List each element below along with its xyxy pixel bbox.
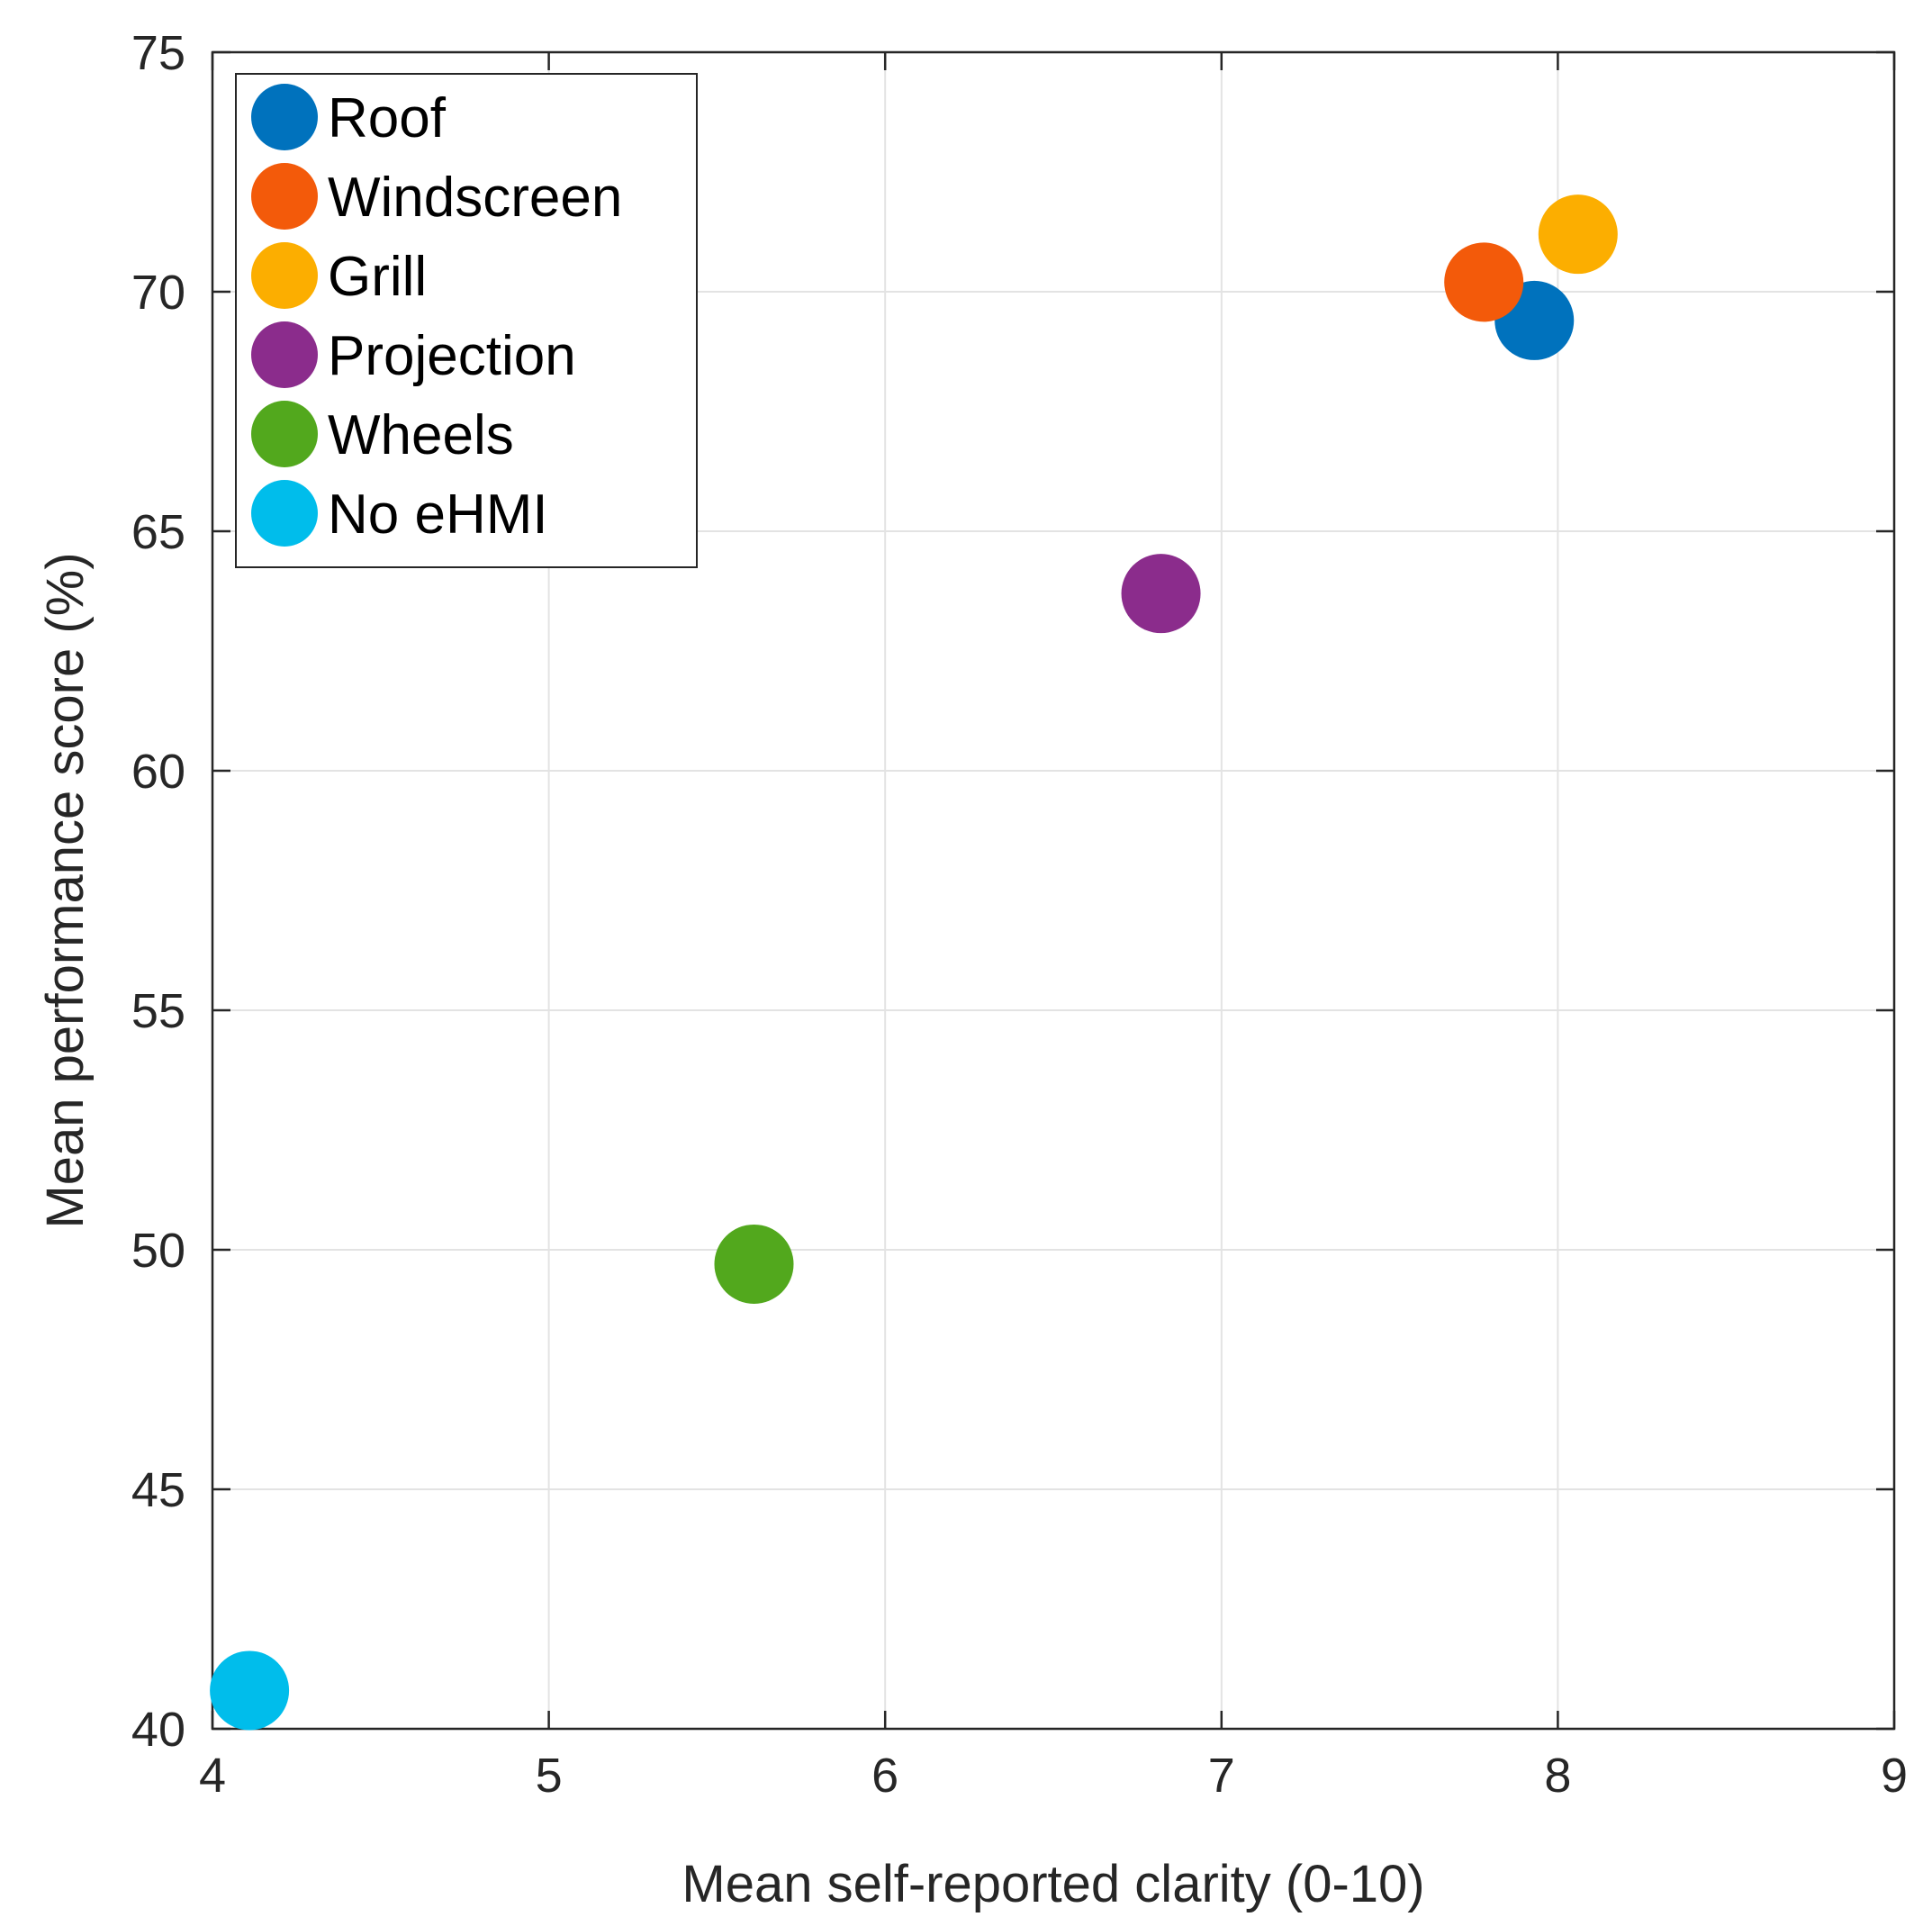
y-tick-label: 55	[131, 984, 185, 1038]
data-point-wheels	[714, 1224, 794, 1304]
x-tick-label: 8	[1544, 1749, 1571, 1803]
x-tick-label: 9	[1881, 1749, 1908, 1803]
legend-marker	[251, 242, 318, 309]
plot-box	[211, 50, 1896, 1731]
x-tick-label: 7	[1208, 1749, 1235, 1803]
legend-label: Roof	[328, 87, 447, 149]
legend-label: Wheels	[328, 404, 514, 466]
data-point-projection	[1121, 554, 1201, 634]
x-tick-label: 5	[536, 1749, 563, 1803]
data-point-windscreen	[1444, 242, 1524, 322]
legend-marker	[251, 321, 318, 388]
data-point-no-ehmi	[210, 1650, 290, 1731]
legend-label: Projection	[328, 325, 576, 387]
y-tick-label: 50	[131, 1224, 185, 1278]
y-tick-label: 45	[131, 1463, 185, 1517]
legend-marker	[251, 480, 318, 547]
legend-label: No eHMI	[328, 484, 548, 546]
axes	[211, 50, 1896, 1731]
legend-label: Windscreen	[328, 167, 622, 229]
y-tick-label: 40	[131, 1703, 185, 1757]
legend-label: Grill	[328, 246, 427, 308]
y-axis-title: Mean performance score (%)	[36, 552, 95, 1228]
legend-marker	[251, 163, 318, 230]
y-tick-label: 70	[131, 266, 185, 320]
legend-marker	[251, 84, 318, 150]
x-axis-title: Mean self-reported clarity (0-10)	[682, 1855, 1424, 1913]
data-point-grill	[1538, 194, 1618, 275]
legend-box	[235, 73, 698, 568]
y-tick-label: 75	[131, 26, 185, 80]
x-tick-label: 6	[871, 1749, 898, 1803]
legend-marker	[251, 401, 318, 467]
legend: Roof Windscreen Grill Projection Wheels No eH…	[235, 73, 698, 568]
y-tick-label: 60	[131, 745, 185, 799]
y-tick-label: 65	[131, 505, 185, 559]
x-tick-label: 4	[199, 1749, 226, 1803]
data-points	[210, 194, 1618, 1731]
